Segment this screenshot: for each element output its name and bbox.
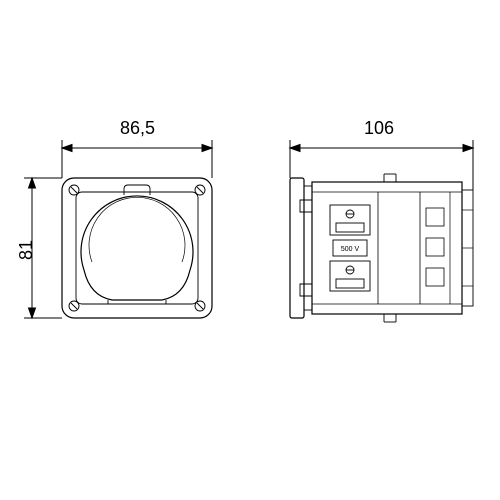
dim-width [62, 140, 212, 178]
front-view [62, 178, 212, 318]
side-view [290, 174, 473, 322]
voltage-label: 500 V [341, 246, 360, 253]
drawing-svg: 500 V [0, 0, 500, 500]
dim-depth-label: 106 [364, 118, 394, 139]
dim-height-label: 81 [16, 240, 37, 260]
drawing-canvas: 500 V 86,5 106 81 [0, 0, 500, 500]
dim-width-label: 86,5 [120, 118, 155, 139]
